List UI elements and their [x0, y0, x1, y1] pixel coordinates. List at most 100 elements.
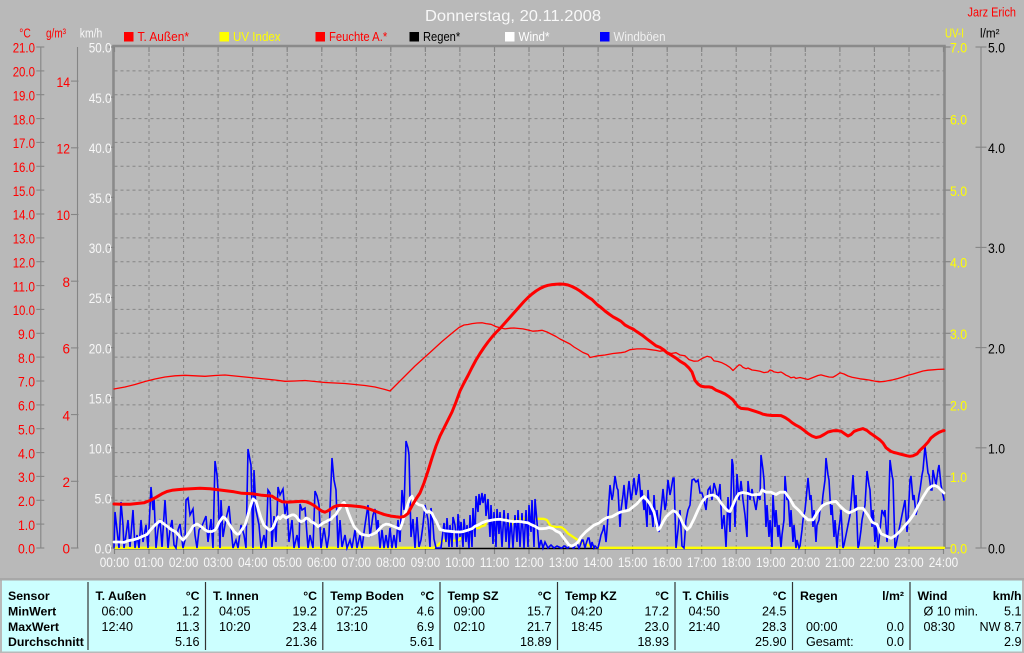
svg-text:21.0: 21.0	[13, 40, 35, 56]
svg-text:1.0: 1.0	[18, 517, 35, 533]
svg-text:12: 12	[57, 141, 71, 157]
svg-text:14:00: 14:00	[583, 554, 613, 570]
svg-text:21:40: 21:40	[689, 620, 721, 634]
svg-text:7.0: 7.0	[950, 40, 967, 56]
svg-text:0.0: 0.0	[18, 541, 35, 557]
svg-text:23:00: 23:00	[894, 554, 924, 570]
svg-text:10.0: 10.0	[89, 441, 112, 457]
svg-text:°C: °C	[773, 589, 787, 603]
svg-text:°C: °C	[420, 589, 434, 603]
svg-text:06:00: 06:00	[307, 554, 337, 570]
svg-text:25.0: 25.0	[89, 290, 112, 306]
svg-text:06:00: 06:00	[102, 605, 134, 619]
svg-text:5.0: 5.0	[18, 421, 35, 437]
svg-text:20:00: 20:00	[791, 554, 821, 570]
svg-text:00:00: 00:00	[806, 620, 838, 634]
svg-text:km/h: km/h	[80, 27, 103, 41]
svg-text:0.0: 0.0	[950, 541, 967, 557]
svg-text:03:00: 03:00	[203, 554, 233, 570]
svg-text:35.0: 35.0	[89, 190, 112, 206]
svg-text:04:50: 04:50	[689, 605, 721, 619]
svg-text:2.0: 2.0	[18, 493, 35, 509]
svg-text:2.0: 2.0	[950, 398, 967, 414]
svg-text:MinWert: MinWert	[8, 605, 56, 619]
svg-text:15:00: 15:00	[618, 554, 648, 570]
svg-text:12:40: 12:40	[102, 620, 134, 634]
svg-text:19.2: 19.2	[292, 605, 317, 619]
svg-text:18:45: 18:45	[571, 620, 603, 634]
svg-text:10: 10	[57, 207, 71, 223]
svg-text:16:00: 16:00	[652, 554, 682, 570]
svg-text:21.36: 21.36	[285, 635, 317, 649]
svg-text:T. Innen: T. Innen	[213, 589, 259, 603]
svg-text:10:20: 10:20	[219, 620, 251, 634]
svg-text:6.0: 6.0	[950, 111, 967, 127]
svg-text:18:00: 18:00	[721, 554, 751, 570]
svg-text:02:10: 02:10	[454, 620, 486, 634]
svg-text:08:00: 08:00	[376, 554, 406, 570]
svg-text:Durchschnitt: Durchschnitt	[8, 635, 84, 649]
svg-text:23.0: 23.0	[644, 620, 669, 634]
svg-text:18.89: 18.89	[520, 635, 552, 649]
svg-text:12.0: 12.0	[13, 254, 35, 270]
svg-text:5.1: 5.1	[1004, 605, 1022, 619]
svg-text:11.0: 11.0	[13, 278, 35, 294]
svg-text:T. Außen: T. Außen	[96, 589, 147, 603]
svg-text:20.0: 20.0	[13, 64, 35, 80]
svg-text:Donnerstag, 20.11.2008: Donnerstag, 20.11.2008	[425, 8, 601, 25]
svg-text:24.5: 24.5	[762, 605, 787, 619]
svg-text:l/m²: l/m²	[882, 589, 904, 603]
svg-text:5.0: 5.0	[950, 183, 967, 199]
svg-text:04:00: 04:00	[238, 554, 268, 570]
svg-text:21.7: 21.7	[527, 620, 552, 634]
svg-text:24:00: 24:00	[929, 554, 959, 570]
svg-text:l/m²: l/m²	[980, 27, 1000, 41]
svg-text:4: 4	[63, 407, 71, 423]
svg-text:NW 8.7: NW 8.7	[980, 620, 1022, 634]
svg-text:2.0: 2.0	[988, 340, 1005, 356]
svg-text:0.0: 0.0	[886, 620, 904, 634]
svg-text:11:00: 11:00	[480, 554, 510, 570]
svg-text:14: 14	[57, 74, 71, 90]
svg-text:Regen*: Regen*	[423, 30, 460, 44]
svg-text:11.3: 11.3	[176, 620, 200, 634]
svg-text:g/m³: g/m³	[46, 27, 66, 41]
svg-text:23.4: 23.4	[292, 620, 317, 634]
svg-text:4.0: 4.0	[988, 140, 1005, 156]
svg-text:°C: °C	[538, 589, 552, 603]
svg-text:Windböen: Windböen	[614, 30, 666, 44]
svg-text:2: 2	[63, 474, 71, 490]
svg-text:13.0: 13.0	[13, 231, 35, 247]
svg-text:21:00: 21:00	[825, 554, 855, 570]
svg-text:00:00: 00:00	[100, 554, 130, 570]
svg-text:Ø 10 min.: Ø 10 min.	[924, 605, 979, 619]
svg-text:12:00: 12:00	[514, 554, 544, 570]
svg-text:01:00: 01:00	[134, 554, 164, 570]
svg-text:02:00: 02:00	[169, 554, 199, 570]
svg-text:40.0: 40.0	[89, 140, 112, 156]
svg-text:Wind*: Wind*	[519, 30, 550, 44]
svg-text:04:20: 04:20	[571, 605, 603, 619]
svg-text:45.0: 45.0	[89, 90, 112, 106]
svg-text:0.0: 0.0	[886, 635, 904, 649]
svg-text:18.0: 18.0	[13, 111, 35, 127]
svg-text:0: 0	[63, 541, 71, 557]
svg-text:6.0: 6.0	[18, 398, 35, 414]
svg-text:19.0: 19.0	[13, 87, 35, 103]
svg-text:9.0: 9.0	[18, 326, 35, 342]
svg-text:3.0: 3.0	[950, 326, 967, 342]
svg-text:07:25: 07:25	[336, 605, 368, 619]
svg-text:13:00: 13:00	[549, 554, 579, 570]
svg-text:°C: °C	[186, 589, 200, 603]
svg-text:8.0: 8.0	[18, 350, 35, 366]
svg-text:04:05: 04:05	[219, 605, 251, 619]
svg-text:MaxWert: MaxWert	[8, 620, 59, 634]
svg-text:Temp Boden: Temp Boden	[330, 589, 404, 603]
svg-text:19:00: 19:00	[756, 554, 786, 570]
svg-text:30.0: 30.0	[89, 240, 112, 256]
svg-text:10:00: 10:00	[445, 554, 475, 570]
svg-text:3.0: 3.0	[18, 469, 35, 485]
svg-text:13:10: 13:10	[336, 620, 368, 634]
svg-text:UV Index: UV Index	[233, 30, 281, 44]
svg-text:08:30: 08:30	[924, 620, 956, 634]
